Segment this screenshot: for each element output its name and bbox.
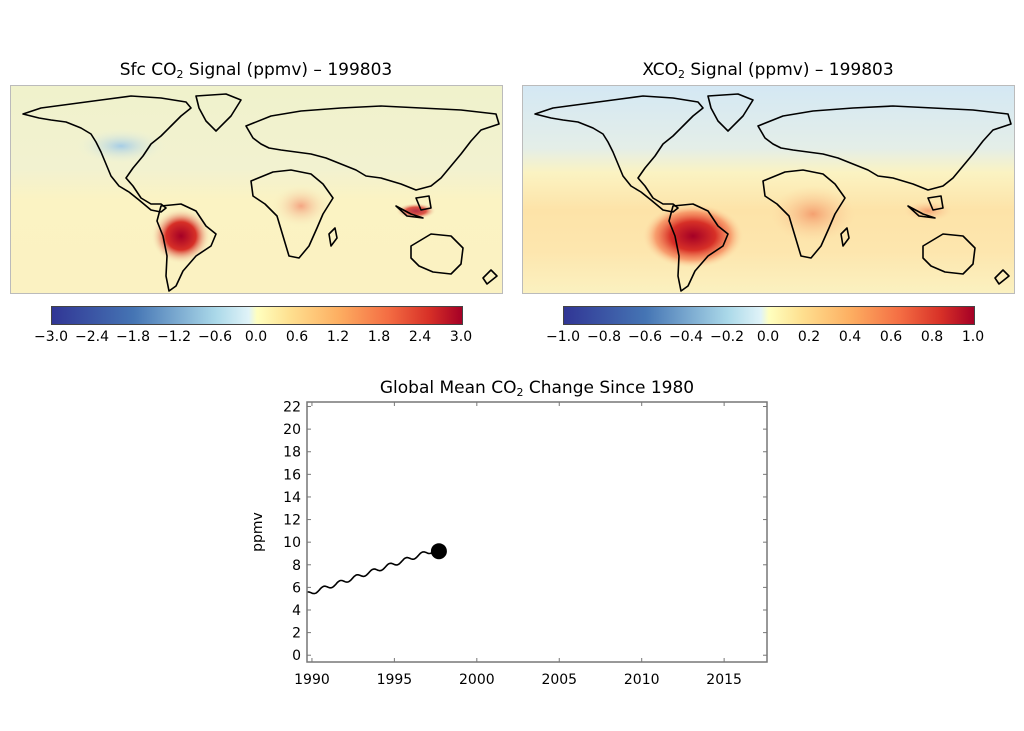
x-tick-label: 2015 xyxy=(706,672,742,688)
coastline-segment xyxy=(245,105,500,191)
xco2-tick: 0.4 xyxy=(838,329,862,345)
y-tick-label: 20 xyxy=(283,422,301,438)
plot-frame xyxy=(306,401,768,663)
coastline-segment xyxy=(410,233,464,275)
sfc-title-prefix: Sfc CO xyxy=(119,60,177,80)
y-tick-label: 6 xyxy=(292,580,301,596)
sfc-tick: 0.6 xyxy=(285,329,309,345)
x-tick-label: 2005 xyxy=(541,672,577,688)
chart-title-suffix: Change Since 1980 xyxy=(523,378,695,398)
xco2-hotspot-indonesia xyxy=(904,201,952,221)
sfc-tick: −1.2 xyxy=(157,329,191,345)
xco2-map-title: XCO2 Signal (ppmv) – 199803 xyxy=(522,60,1014,81)
x-tick-label: 1990 xyxy=(294,672,330,688)
xco2-tick: −1.0 xyxy=(546,329,580,345)
chart-title-prefix: Global Mean CO xyxy=(379,378,517,398)
sfc-tick: 0.0 xyxy=(244,329,268,345)
coastline-segment xyxy=(907,205,936,219)
sfc-co2-map xyxy=(10,85,503,294)
coastline-segment xyxy=(156,203,217,292)
xco2-title-prefix: XCO xyxy=(642,60,678,80)
series-line-global-mean xyxy=(306,546,438,595)
xco2-tick: −0.4 xyxy=(669,329,703,345)
sfc-map-background xyxy=(11,86,502,293)
sfc-title-suffix: Signal (ppmv) – 199803 xyxy=(183,60,393,80)
xco2-title-suffix: Signal (ppmv) – 199803 xyxy=(684,60,894,80)
y-tick-label: 2 xyxy=(292,626,301,642)
x-tick-label: 2000 xyxy=(459,672,495,688)
y-tick-labels: 0 2 4 6 8 10 12 14 16 18 20 22 xyxy=(283,400,301,665)
sfc-tick: −2.4 xyxy=(75,329,109,345)
xco2-tick: 0.0 xyxy=(756,329,780,345)
y-axis-label: ppmv xyxy=(250,512,266,552)
sfc-tick: 1.8 xyxy=(367,329,391,345)
xco2-hotspot-south-america xyxy=(643,204,743,268)
xco2-coastlines xyxy=(534,93,1012,292)
coastline-segment xyxy=(395,205,424,219)
sfc-hotspot-africa xyxy=(271,184,331,228)
current-value-marker xyxy=(430,543,447,560)
sfc-tick: 2.4 xyxy=(408,329,432,345)
coastline-segment xyxy=(757,105,1012,191)
xco2-tick: 0.2 xyxy=(797,329,821,345)
xco2-tick: 0.6 xyxy=(879,329,903,345)
xco2-tick: −0.2 xyxy=(710,329,744,345)
tick-marks xyxy=(307,402,767,662)
y-tick-label: 12 xyxy=(283,513,301,529)
coastline-segment xyxy=(840,227,850,247)
x-tick-labels: 1990 1995 2000 2005 2010 2015 xyxy=(294,672,742,688)
coastline-segment xyxy=(328,227,338,247)
coastline-segment xyxy=(195,93,242,132)
coastline-segment xyxy=(482,269,498,285)
xco2-colorbar xyxy=(563,306,975,325)
coastline-segment xyxy=(415,195,432,211)
xco2-tick: −0.6 xyxy=(628,329,662,345)
sfc-title-sub: 2 xyxy=(176,68,184,81)
coastline-segment xyxy=(534,95,704,213)
y-tick-label: 0 xyxy=(292,648,301,664)
sfc-tick: −3.0 xyxy=(34,329,68,345)
coastline-segment xyxy=(927,195,944,211)
xco2-map-svg xyxy=(523,86,1014,293)
coastline-segment xyxy=(668,203,729,292)
y-tick-label: 22 xyxy=(283,400,301,416)
xco2-title-sub: 2 xyxy=(677,68,685,81)
x-tick-label: 1995 xyxy=(377,672,413,688)
sfc-map-svg xyxy=(11,86,502,293)
sfc-tick: 1.2 xyxy=(326,329,350,345)
xco2-tick: −0.8 xyxy=(587,329,621,345)
sfc-coastlines xyxy=(22,93,500,292)
sfc-hotspot-south-america xyxy=(151,208,211,264)
sfc-map-title: Sfc CO2 Signal (ppmv) – 199803 xyxy=(10,60,502,81)
chart-title-sub: 2 xyxy=(516,386,524,399)
sfc-tick: 3.0 xyxy=(449,329,473,345)
chart-title: Global Mean CO2 Change Since 1980 xyxy=(307,378,767,399)
global-mean-chart: 0 2 4 6 8 10 12 14 16 18 20 22 1990 1995 2000 2005 2010… xyxy=(250,400,768,688)
y-tick-label: 16 xyxy=(283,467,301,483)
coastline-segment xyxy=(922,233,976,275)
y-tick-label: 4 xyxy=(292,603,301,619)
sfc-tick: −1.8 xyxy=(116,329,150,345)
y-tick-label: 10 xyxy=(283,535,301,551)
coastline-segment xyxy=(762,169,846,259)
coastline-segment xyxy=(707,93,754,132)
xco2-tick: 0.8 xyxy=(920,329,944,345)
coastline-segment xyxy=(994,269,1010,285)
coastline-segment xyxy=(250,169,334,259)
y-tick-label: 18 xyxy=(283,445,301,461)
y-tick-label: 8 xyxy=(292,558,301,574)
x-tick-label: 2010 xyxy=(624,672,660,688)
xco2-map xyxy=(522,85,1015,294)
sfc-tick: −0.6 xyxy=(198,329,232,345)
sfc-colorbar xyxy=(51,306,463,325)
xco2-map-background xyxy=(523,86,1014,293)
y-tick-label: 14 xyxy=(283,490,301,506)
xco2-tick: 1.0 xyxy=(961,329,985,345)
coastline-segment xyxy=(22,95,192,213)
